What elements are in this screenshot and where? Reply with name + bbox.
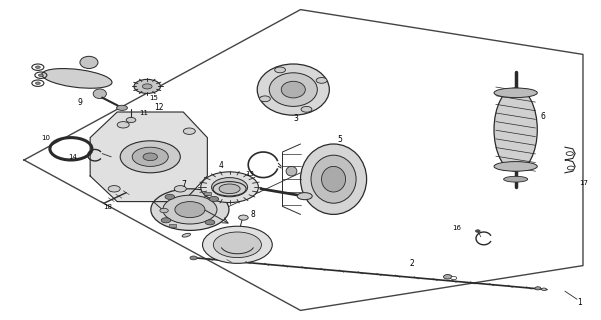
Circle shape [190,256,197,260]
Circle shape [213,232,261,258]
Circle shape [475,230,480,232]
Text: 18: 18 [104,204,112,210]
Ellipse shape [494,162,537,171]
Circle shape [35,82,40,84]
Circle shape [301,107,312,112]
Text: 7: 7 [182,180,186,188]
Text: 12: 12 [154,103,164,112]
Ellipse shape [322,166,346,192]
Circle shape [142,84,152,89]
Ellipse shape [213,182,246,196]
Ellipse shape [297,193,313,200]
Circle shape [38,74,43,76]
Text: 17: 17 [579,180,588,186]
Circle shape [117,122,129,128]
Text: 15: 15 [149,95,157,100]
Ellipse shape [286,166,297,176]
Circle shape [566,152,573,156]
Circle shape [209,196,219,202]
Circle shape [444,275,452,279]
Circle shape [108,186,120,192]
Circle shape [567,166,575,170]
Circle shape [163,195,217,224]
Circle shape [542,288,546,291]
Ellipse shape [80,56,98,68]
Text: 1: 1 [578,298,582,307]
Bar [204,192,211,195]
Circle shape [275,67,285,73]
Text: 16: 16 [453,225,461,231]
Ellipse shape [219,184,240,194]
Text: 8: 8 [250,210,255,219]
Circle shape [260,96,270,102]
Circle shape [205,220,215,225]
Circle shape [535,287,541,290]
Ellipse shape [42,68,112,88]
Ellipse shape [257,64,329,115]
Ellipse shape [494,88,537,171]
Text: 3: 3 [294,114,299,123]
Circle shape [132,147,168,166]
Ellipse shape [300,144,367,214]
Circle shape [151,189,229,230]
Text: 9: 9 [78,98,82,107]
Text: 4: 4 [218,161,223,170]
Text: 11: 11 [139,110,148,116]
Text: 10: 10 [41,135,50,141]
Ellipse shape [117,105,127,110]
Ellipse shape [93,89,106,99]
Ellipse shape [281,81,305,98]
Circle shape [451,276,457,280]
Text: 14: 14 [68,155,77,160]
Ellipse shape [311,155,356,203]
Text: 2: 2 [409,259,414,268]
Circle shape [126,117,136,123]
Circle shape [35,66,40,68]
Ellipse shape [494,88,537,98]
Text: 13: 13 [245,172,254,177]
Bar [169,224,176,227]
Ellipse shape [182,233,191,237]
Circle shape [316,77,327,83]
Circle shape [165,194,175,199]
Circle shape [201,172,258,203]
Circle shape [134,79,160,93]
Ellipse shape [269,73,317,106]
Circle shape [175,202,205,218]
Circle shape [239,215,248,220]
Polygon shape [90,112,207,202]
Circle shape [161,218,171,223]
Circle shape [212,178,248,197]
Circle shape [160,208,168,213]
Text: 5: 5 [337,135,342,144]
Text: 6: 6 [541,112,546,121]
Circle shape [120,141,180,173]
Circle shape [174,186,186,192]
Circle shape [143,153,157,161]
Circle shape [183,128,195,134]
Circle shape [203,226,272,263]
Ellipse shape [504,176,528,182]
